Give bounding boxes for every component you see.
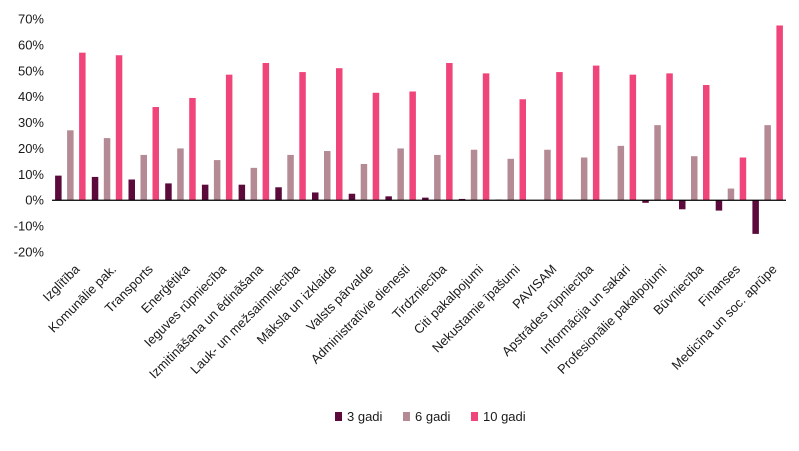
- y-tick-label: -10%: [14, 219, 45, 234]
- bar: [776, 25, 783, 201]
- bar: [629, 74, 637, 201]
- bar: [764, 125, 771, 201]
- bar: [152, 107, 159, 201]
- bar: [165, 183, 172, 201]
- legend-swatch: [471, 412, 478, 421]
- bar: [275, 187, 282, 201]
- y-tick-label: 10%: [18, 167, 44, 182]
- bar: [666, 73, 673, 201]
- y-axis: -20% -10% 0% 10% 20% 30% 40% 50% 60% 70%: [14, 12, 45, 260]
- bar: [67, 130, 74, 201]
- bar: [617, 145, 625, 201]
- bar: [703, 85, 710, 201]
- legend-swatch: [335, 412, 342, 421]
- bar: [654, 125, 661, 201]
- legend-swatch: [403, 412, 410, 421]
- y-tick-label: 30%: [18, 115, 44, 130]
- bar: [128, 179, 135, 201]
- bar: [752, 200, 759, 234]
- bar: [299, 72, 306, 201]
- bar: [225, 74, 233, 201]
- bar: [642, 200, 649, 203]
- legend-label: 3 gadi: [347, 409, 383, 424]
- bar: [409, 91, 416, 201]
- bar: [360, 163, 368, 201]
- bar: [446, 63, 453, 201]
- bar: [422, 197, 429, 201]
- y-tick-label: 50%: [18, 63, 44, 78]
- bar: [201, 184, 209, 201]
- bars: [55, 25, 783, 234]
- bar: [507, 158, 514, 201]
- bar: [79, 52, 86, 201]
- bar: [482, 73, 490, 201]
- bar: [55, 175, 62, 201]
- y-tick-label: 20%: [18, 141, 44, 156]
- bar: [385, 196, 392, 201]
- y-tick-label: 70%: [18, 12, 44, 27]
- bar: [691, 156, 698, 201]
- bar: [372, 92, 380, 201]
- bar: [177, 148, 184, 201]
- bar: [397, 148, 404, 201]
- y-tick-label: -20%: [14, 245, 45, 260]
- bar: [580, 157, 588, 201]
- bar: [544, 149, 551, 201]
- bar: [679, 200, 686, 210]
- bar: [348, 193, 356, 201]
- bar: [336, 68, 343, 201]
- legend: 3 gadi 6 gadi 10 gadi: [335, 409, 526, 424]
- bar: [727, 188, 735, 201]
- bar: [715, 200, 723, 211]
- bar: [556, 72, 563, 201]
- bar: [519, 99, 526, 201]
- bar: [140, 154, 147, 201]
- bar: [324, 151, 331, 201]
- bar: [592, 65, 600, 201]
- bar: [312, 192, 319, 201]
- y-tick-label: 0%: [25, 193, 44, 208]
- legend-label: 10 gadi: [483, 409, 526, 424]
- bar: [213, 160, 221, 201]
- bar: [287, 154, 294, 201]
- bar: [262, 63, 270, 201]
- bar: [115, 55, 123, 201]
- bar: [250, 167, 258, 201]
- bar: [434, 154, 441, 201]
- bar: [91, 176, 99, 201]
- bar: [238, 184, 246, 201]
- bar: [189, 97, 196, 201]
- bar: [470, 149, 478, 201]
- y-tick-label: 60%: [18, 37, 44, 52]
- y-tick-label: 40%: [18, 89, 44, 104]
- legend-label: 6 gadi: [415, 409, 451, 424]
- bar: [739, 157, 747, 201]
- bar: [103, 138, 111, 201]
